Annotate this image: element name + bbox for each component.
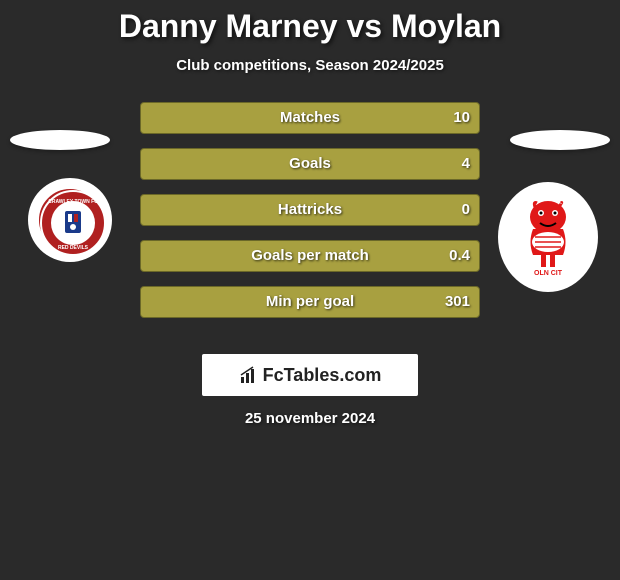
stat-value: 10 xyxy=(453,102,470,134)
stat-value: 4 xyxy=(462,148,470,180)
stat-value: 301 xyxy=(445,286,470,318)
infographic-container: Danny Marney vs Moylan Club competitions… xyxy=(0,0,620,580)
stat-row: Hattricks 0 xyxy=(0,194,620,226)
stat-label: Goals per match xyxy=(140,240,480,272)
stat-row: Matches 10 xyxy=(0,102,620,134)
stat-value: 0 xyxy=(462,194,470,226)
brand-logo-box: FcTables.com xyxy=(202,354,418,396)
stat-label: Min per goal xyxy=(140,286,480,318)
stat-row: Goals 4 xyxy=(0,148,620,180)
stats-list: Matches 10 Goals 4 Hattricks 0 Goals per… xyxy=(0,102,620,318)
brand-text: FcTables.com xyxy=(263,365,382,386)
stat-row: Min per goal 301 xyxy=(0,286,620,318)
page-title: Danny Marney vs Moylan xyxy=(0,0,620,45)
date-text: 25 november 2024 xyxy=(0,410,620,427)
chart-icon xyxy=(239,365,259,385)
stat-value: 0.4 xyxy=(449,240,470,272)
stat-label: Hattricks xyxy=(140,194,480,226)
stat-row: Goals per match 0.4 xyxy=(0,240,620,272)
stat-label: Matches xyxy=(140,102,480,134)
page-subtitle: Club competitions, Season 2024/2025 xyxy=(0,57,620,74)
stat-label: Goals xyxy=(140,148,480,180)
